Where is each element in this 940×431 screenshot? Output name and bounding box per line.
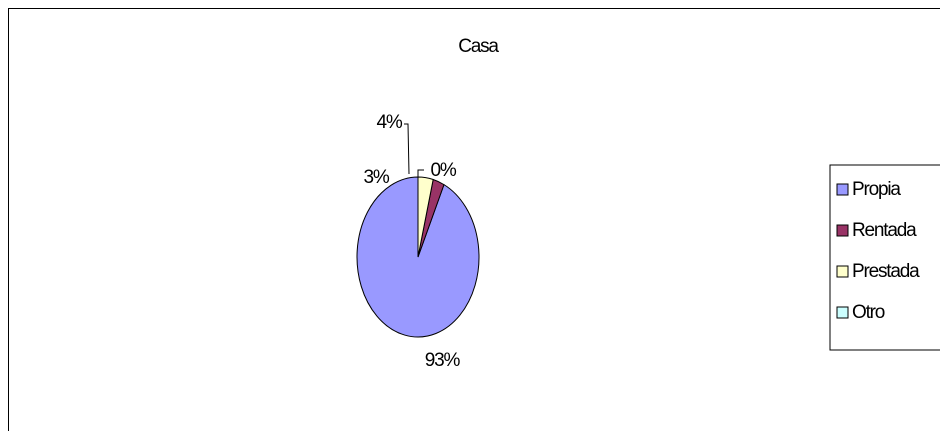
leader-line-otro — [417, 169, 424, 177]
legend-swatch-prestada — [836, 265, 849, 278]
pie-slices — [356, 176, 480, 338]
legend-label-propia: Propia — [852, 179, 901, 200]
legend-label-rentada: Rentada — [852, 220, 917, 241]
data-label-propia: 93% — [425, 350, 461, 371]
legend: Propia Rentada Prestada Otro — [829, 164, 940, 351]
data-label-otro: 0% — [430, 160, 456, 181]
legend-box — [829, 164, 940, 351]
legend-swatch-rentada — [836, 224, 849, 237]
leader-line-prestada — [404, 123, 410, 175]
data-labels: 93% 3% 4% 0% — [363, 112, 461, 371]
chart-title: Casa — [458, 36, 499, 57]
leader-lines — [404, 123, 424, 177]
legend-label-otro: Otro — [852, 302, 885, 323]
data-label-prestada: 4% — [376, 112, 402, 133]
chart-area — [8, 8, 940, 431]
legend-swatch-propia — [836, 183, 849, 196]
data-label-rentada: 3% — [363, 167, 389, 188]
legend-swatch-otro — [836, 306, 849, 319]
legend-label-prestada: Prestada — [852, 261, 920, 282]
